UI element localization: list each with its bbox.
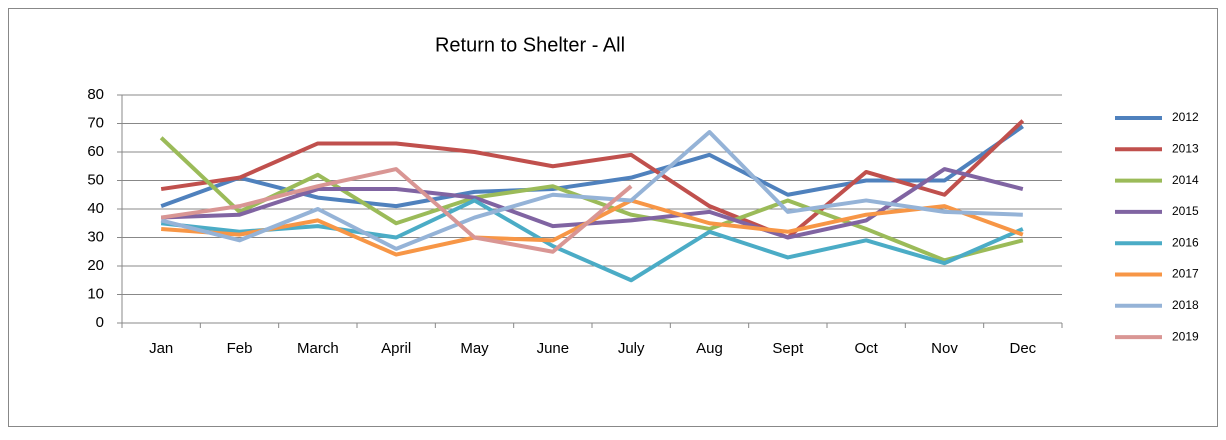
y-tick-label: 20	[87, 257, 104, 274]
x-tick-label: Aug	[696, 340, 723, 357]
legend-label: 2015	[1172, 204, 1199, 218]
legend-label: 2017	[1172, 267, 1199, 281]
legend-label: 2016	[1172, 235, 1199, 249]
x-tick-label: Dec	[1009, 340, 1036, 357]
legend-label: 2018	[1172, 298, 1199, 312]
chart-title: Return to Shelter - All	[435, 34, 625, 56]
y-tick-label: 0	[96, 314, 104, 331]
y-tick-label: 60	[87, 143, 104, 160]
series-line	[160, 130, 1023, 251]
legend-label: 2019	[1172, 329, 1199, 343]
x-tick-label: Jan	[149, 340, 173, 357]
legend-label: 2012	[1172, 110, 1199, 124]
x-tick-label: April	[381, 340, 411, 357]
x-tick-label: June	[537, 340, 570, 357]
series-line	[160, 119, 1025, 240]
x-tick-label: May	[460, 340, 489, 357]
legend-label: 2013	[1172, 141, 1199, 155]
series-line	[160, 198, 1024, 283]
x-tick-label: Nov	[931, 340, 958, 357]
y-tick-label: 10	[87, 285, 104, 302]
y-tick-label: 80	[87, 86, 104, 103]
y-tick-label: 70	[87, 114, 104, 131]
y-tick-label: 40	[87, 200, 104, 217]
series-line	[160, 167, 633, 254]
legend-label: 2014	[1172, 173, 1199, 187]
x-tick-label: Oct	[854, 340, 878, 357]
y-tick-label: 50	[87, 171, 104, 188]
x-tick-label: March	[297, 340, 339, 357]
x-tick-label: Feb	[227, 340, 253, 357]
x-tick-label: July	[618, 340, 645, 357]
series-line	[159, 136, 1024, 263]
x-tick-label: Sept	[772, 340, 804, 357]
y-tick-label: 30	[87, 228, 104, 245]
